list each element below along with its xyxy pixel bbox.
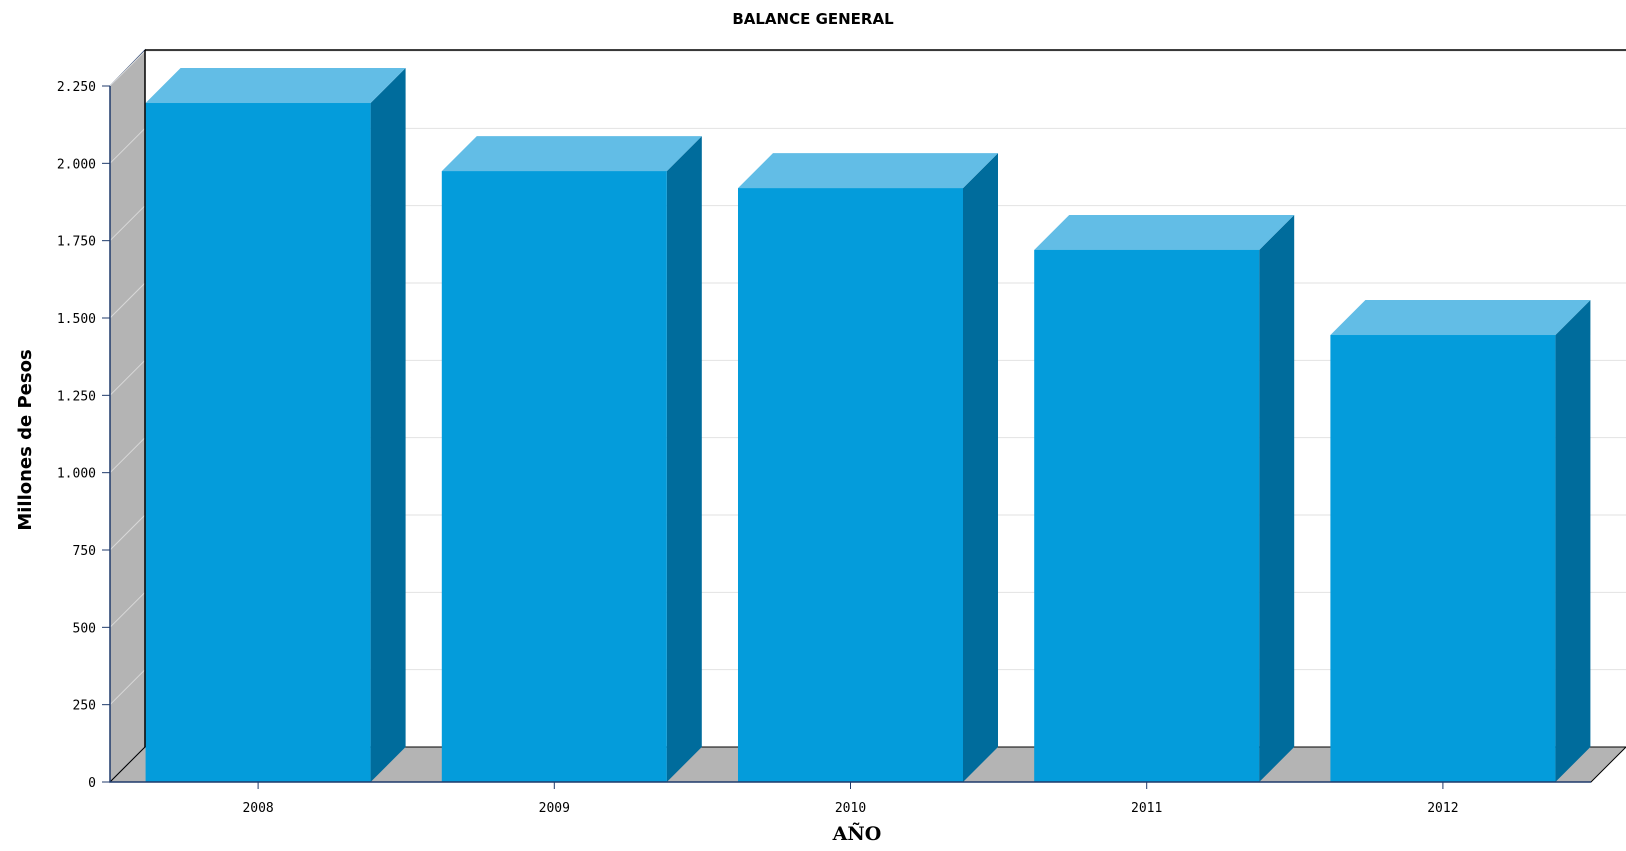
y-tick-label: 2.250	[57, 80, 96, 95]
bar-front	[145, 103, 371, 783]
y-tick-label: 500	[73, 621, 96, 636]
bar-side	[666, 136, 702, 783]
y-tick-label: 1.000	[57, 467, 96, 482]
x-axis-label: AÑO	[832, 822, 882, 845]
y-tick-label: 1.250	[57, 389, 96, 404]
x-tick-label: 2010	[835, 801, 866, 816]
wall-gridline	[109, 282, 146, 319]
bars	[145, 68, 1591, 783]
bar-front	[1034, 249, 1260, 783]
y-tick-label: 1.500	[57, 312, 96, 327]
y-tick-label: 2.000	[57, 157, 96, 172]
bar-side	[370, 68, 406, 783]
y-tick-label: 1.750	[57, 235, 96, 250]
chart-title: BALANCE GENERAL	[732, 10, 894, 28]
bar-top	[1330, 300, 1591, 336]
bar-2009	[441, 136, 702, 783]
y-tick-label: 0	[88, 776, 96, 791]
bar-top	[738, 153, 998, 189]
bar-top	[441, 136, 702, 172]
wall-gridline	[109, 127, 146, 164]
x-tick-labels: 2008 2009 2010 2011 2012	[242, 782, 1459, 816]
bar-2012	[1330, 300, 1591, 782]
y-tick-label: 250	[73, 699, 96, 714]
y-tick-label: 750	[73, 544, 96, 559]
x-tick-label: 2011	[1131, 801, 1162, 816]
wall-gridline	[109, 205, 146, 242]
bar-front	[1330, 335, 1556, 782]
bar-2011	[1034, 214, 1295, 783]
wall-gridline	[109, 669, 146, 706]
bar-front	[441, 171, 667, 783]
left-wall	[109, 48, 146, 784]
bar-side	[963, 153, 998, 782]
wall-gridline	[109, 514, 146, 551]
bar-top	[1034, 214, 1295, 250]
x-tick-label: 2012	[1427, 801, 1458, 816]
wall-gridline	[109, 437, 146, 474]
bar-2008	[145, 68, 406, 783]
bar-front	[738, 188, 963, 782]
y-axis-label: Millones de Pesos	[15, 349, 36, 530]
wall-gridline	[109, 359, 146, 396]
x-tick-label: 2009	[539, 801, 570, 816]
bar-top	[145, 68, 406, 104]
bar-side	[1555, 300, 1591, 782]
wall-gridline	[109, 50, 146, 87]
bar-side	[1259, 214, 1295, 783]
x-tick-label: 2008	[242, 801, 273, 816]
y-tick-labels: 0 250 500 750 1.000 1.250 1.500 1.750 2.000 2.250	[57, 80, 110, 791]
wall-gridline	[109, 591, 146, 628]
bar-2010	[738, 153, 998, 782]
